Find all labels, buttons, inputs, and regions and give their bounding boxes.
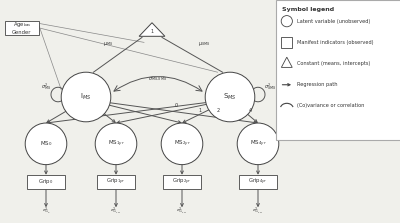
Polygon shape: [139, 23, 165, 36]
FancyBboxPatch shape: [5, 21, 39, 35]
Text: MS$_{1yr}$: MS$_{1yr}$: [108, 139, 124, 149]
Text: Manifest indicators (observed): Manifest indicators (observed): [297, 40, 374, 45]
Text: 4: 4: [248, 107, 252, 112]
FancyBboxPatch shape: [97, 175, 135, 189]
Text: $\mu_{MS}$: $\mu_{MS}$: [103, 40, 113, 47]
Text: 2: 2: [216, 107, 220, 112]
FancyBboxPatch shape: [239, 175, 277, 189]
FancyBboxPatch shape: [27, 175, 65, 189]
Text: $e^2_{/1_{4yr}}$: $e^2_{/1_{4yr}}$: [252, 205, 264, 216]
Text: MS$_{4yr}$: MS$_{4yr}$: [250, 139, 266, 149]
Ellipse shape: [281, 16, 292, 27]
Ellipse shape: [25, 123, 67, 165]
Text: Age$_{bas}$
Gender: Age$_{bas}$ Gender: [12, 21, 32, 35]
Text: Latent variable (unobserved): Latent variable (unobserved): [297, 19, 370, 24]
Text: $e^2_{/1_{1yr}}$: $e^2_{/1_{1yr}}$: [110, 205, 122, 216]
Text: $e^2_{/1_{2yr}}$: $e^2_{/1_{2yr}}$: [176, 205, 188, 216]
Ellipse shape: [205, 72, 255, 122]
Text: Grip$_0$: Grip$_0$: [38, 177, 54, 186]
Text: Grip$_{2yr}$: Grip$_{2yr}$: [172, 177, 192, 187]
Text: 0: 0: [174, 103, 178, 108]
Text: Grip$_{1yr}$: Grip$_{1yr}$: [106, 177, 126, 187]
Text: $\sigma_{MS,SMS}$: $\sigma_{MS,SMS}$: [148, 75, 168, 83]
Ellipse shape: [95, 123, 137, 165]
Ellipse shape: [237, 123, 279, 165]
Text: I$_{MS}$: I$_{MS}$: [80, 92, 92, 102]
Text: Symbol legend: Symbol legend: [282, 7, 334, 12]
Polygon shape: [281, 57, 292, 67]
Text: $\mu_{SMS}$: $\mu_{SMS}$: [198, 40, 210, 47]
FancyBboxPatch shape: [276, 0, 400, 140]
Text: S$_{MS}$: S$_{MS}$: [223, 92, 237, 102]
Text: Grip$_{4yr}$: Grip$_{4yr}$: [248, 177, 268, 187]
Ellipse shape: [61, 72, 111, 122]
Text: Regression path: Regression path: [297, 82, 338, 87]
Text: 1: 1: [150, 29, 154, 34]
Text: 1: 1: [198, 107, 202, 112]
Text: Constant (means, intercepts): Constant (means, intercepts): [297, 61, 370, 66]
Text: $\sigma^2_{MS}$: $\sigma^2_{MS}$: [41, 81, 51, 92]
FancyBboxPatch shape: [163, 175, 201, 189]
Ellipse shape: [161, 123, 203, 165]
Text: (Co)variance or correlation: (Co)variance or correlation: [297, 103, 364, 108]
FancyBboxPatch shape: [281, 37, 292, 48]
Text: MS$_0$: MS$_0$: [40, 139, 52, 148]
Text: $e^2_{/1_0}$: $e^2_{/1_0}$: [42, 205, 50, 216]
Text: $\sigma^2_{SMS}$: $\sigma^2_{SMS}$: [264, 81, 276, 92]
Text: MS$_{2yr}$: MS$_{2yr}$: [174, 139, 190, 149]
